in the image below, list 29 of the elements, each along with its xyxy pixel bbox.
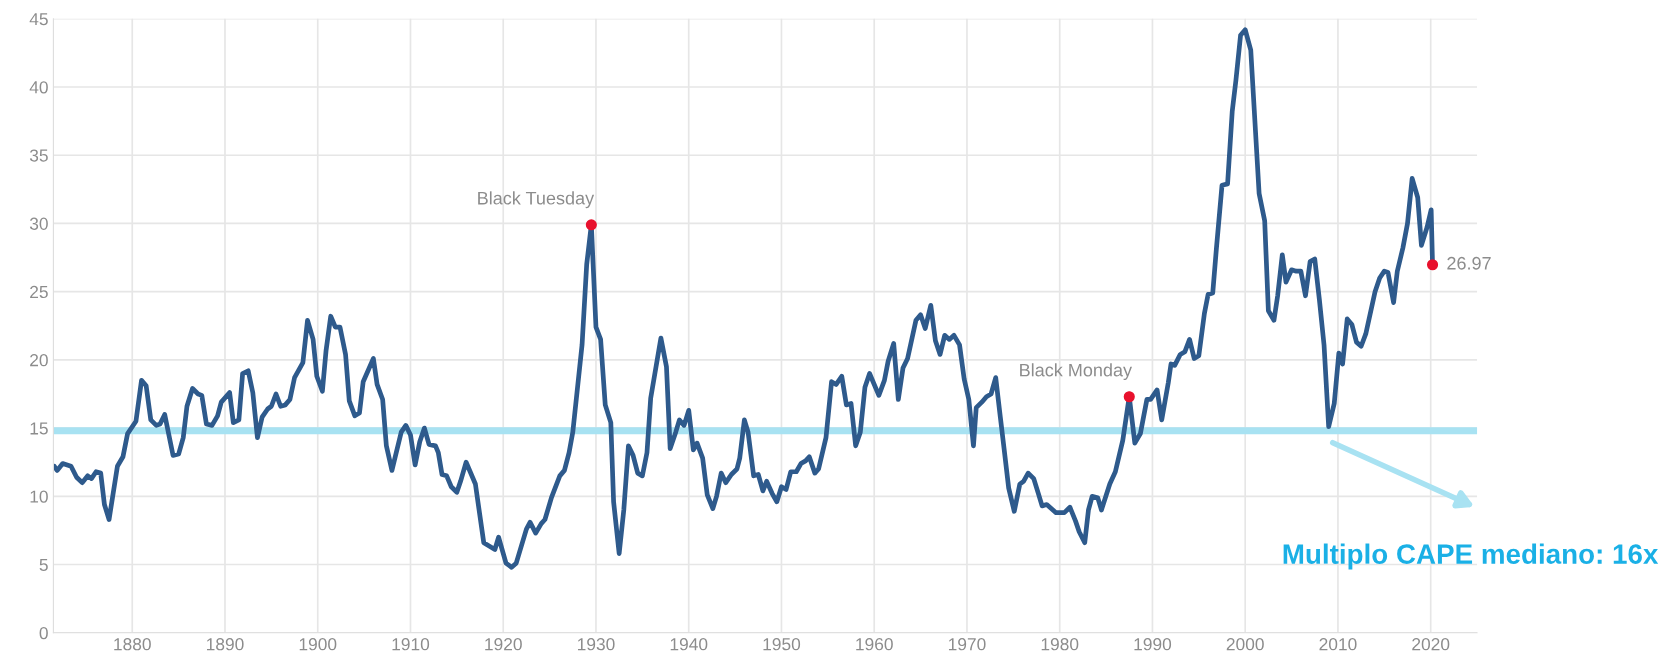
x-tick-label: 1880 [114, 638, 151, 651]
annotation: 26.97 [1447, 256, 1491, 270]
y-tick-label: 15 [30, 422, 48, 435]
y-tick-label: 10 [30, 490, 48, 503]
x-tick-label: 1940 [670, 638, 708, 651]
x-tick-label: 2010 [1319, 638, 1357, 651]
x-tick-label: 1910 [392, 638, 430, 651]
x-tick-label: 1900 [299, 638, 337, 651]
y-tick-label: 20 [30, 354, 48, 367]
x-tick-label: 1960 [856, 638, 893, 651]
x-tick-label: 1890 [207, 638, 244, 651]
x-tick-label: 1980 [1041, 638, 1079, 651]
x-tick-label: 1990 [1134, 638, 1172, 651]
x-tick-label: 2000 [1226, 638, 1264, 651]
x-tick-label: 1920 [485, 638, 522, 651]
x-tick-label: 1950 [763, 638, 801, 651]
x-tick-label: 1970 [948, 638, 986, 651]
annotation: Black Monday [1020, 363, 1133, 381]
y-tick-label: 45 [29, 13, 48, 26]
y-tick-label: 5 [39, 558, 48, 571]
annotation: Multiplo CAPE mediano: 16x [1283, 543, 1659, 570]
x-tick-label: 2020 [1412, 638, 1450, 651]
y-tick-label: 40 [29, 81, 48, 94]
annotation: Black Tuesday [478, 191, 595, 209]
y-tick-label: 35 [29, 149, 48, 162]
y-tick-label: 25 [30, 285, 48, 299]
x-tick-label: 1930 [577, 638, 615, 651]
y-tick-label: 0 [39, 626, 48, 640]
y-tick-label: 30 [29, 217, 48, 230]
